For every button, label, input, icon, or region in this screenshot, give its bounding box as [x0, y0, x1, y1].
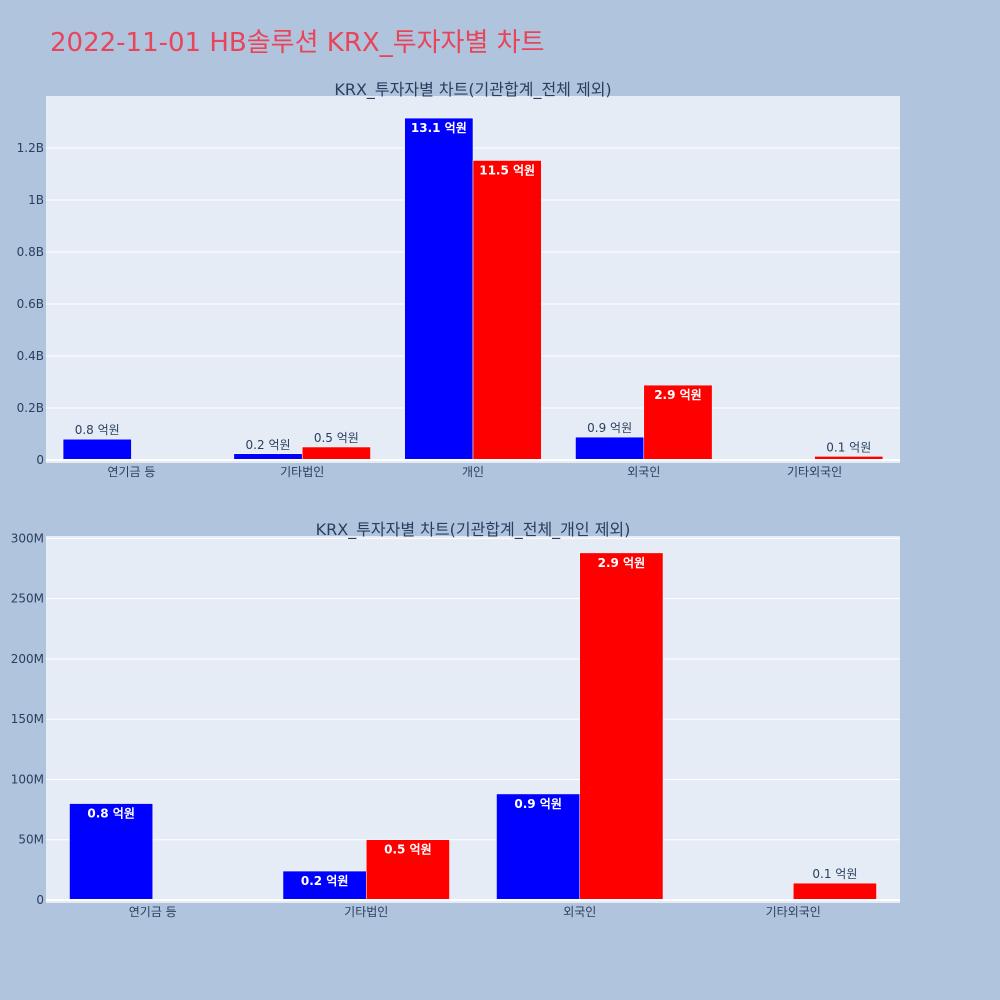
bar: [282, 870, 367, 901]
data-label: 0.5 억원: [314, 431, 359, 445]
data-label: 0.2 억원: [301, 874, 349, 888]
y-tick-label: 200M: [11, 652, 44, 666]
y-tick-label: 0.2B: [17, 401, 44, 415]
data-label: 0.5 억원: [384, 843, 432, 857]
y-tick-label: 0: [36, 893, 44, 907]
bar: [472, 160, 542, 461]
data-label: 0.9 억원: [514, 797, 562, 811]
data-label: 2.9 억원: [598, 556, 646, 570]
y-tick-label: 0.6B: [17, 297, 44, 311]
x-tick-label: 기타외국인: [787, 465, 842, 479]
x-tick-label: 기타법인: [344, 905, 388, 919]
y-tick-label: 0.8B: [17, 245, 44, 259]
y-tick-label: 100M: [11, 772, 44, 786]
data-label: 2.9 억원: [654, 388, 702, 402]
bar: [643, 384, 713, 461]
y-tick-label: 150M: [11, 712, 44, 726]
x-tick-label: 외국인: [563, 905, 596, 919]
bar: [366, 839, 450, 901]
bar: [404, 117, 474, 461]
chart-title: KRX_투자자별 차트(기관합계_전체 제외): [334, 80, 611, 100]
x-tick-label: 기타외국인: [766, 905, 821, 919]
chart-title: KRX_투자자별 차트(기관합계_전체_개인 제외): [316, 520, 631, 540]
data-label: 0.1 억원: [812, 867, 857, 881]
bar: [69, 803, 153, 901]
x-tick-label: 연기금 등: [129, 905, 177, 919]
x-tick-label: 기타법인: [280, 465, 324, 479]
data-label: 0.8 억원: [87, 807, 135, 821]
page-title: 2022-11-01 HB솔루션 KRX_투자자별 차트: [50, 28, 545, 58]
y-tick-label: 250M: [11, 592, 44, 606]
bar: [62, 438, 132, 461]
data-label: 13.1 억원: [411, 121, 467, 135]
bar: [575, 436, 645, 461]
x-tick-label: 개인: [462, 465, 484, 479]
y-tick-label: 0.4B: [17, 349, 44, 363]
bar: [301, 446, 371, 461]
data-label: 11.5 억원: [479, 163, 535, 177]
y-tick-label: 0: [36, 453, 44, 467]
data-label: 0.9 억원: [587, 421, 632, 435]
bar: [793, 882, 877, 901]
y-tick-label: 300M: [11, 531, 44, 545]
y-tick-label: 50M: [18, 833, 44, 847]
data-label: 0.8 억원: [75, 423, 120, 437]
data-label: 0.1 억원: [826, 440, 871, 454]
bar: [579, 552, 664, 901]
y-tick-label: 1.2B: [17, 141, 44, 155]
x-tick-label: 연기금 등: [107, 465, 155, 479]
data-label: 0.2 억원: [246, 438, 291, 452]
y-tick-label: 1B: [28, 193, 44, 207]
x-tick-label: 외국인: [627, 465, 660, 479]
